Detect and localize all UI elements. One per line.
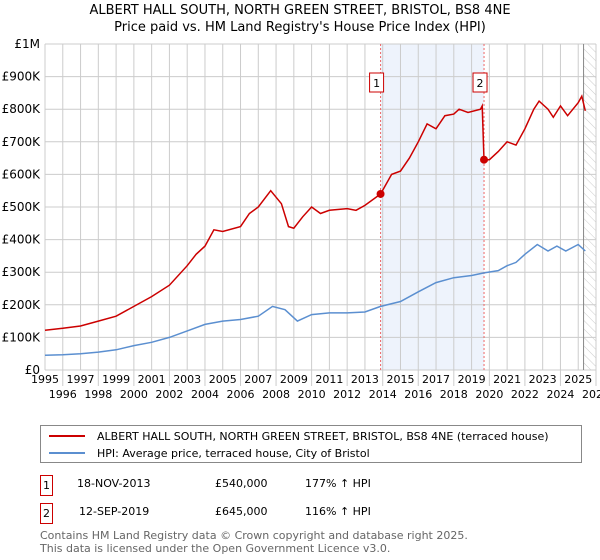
y-tick-label: £900K: [2, 70, 42, 84]
y-tick-label: £700K: [2, 135, 42, 149]
x-tick-label: 2022: [511, 388, 539, 401]
legend-label: HPI: Average price, terraced house, City…: [97, 446, 370, 460]
x-tick-label: 2014: [369, 388, 397, 401]
sale-point: [376, 189, 385, 198]
x-tick-label: 2020: [475, 388, 503, 401]
marker-box: [369, 72, 385, 93]
legend-swatch-red: [49, 435, 85, 437]
x-tick-label: 2018: [440, 388, 468, 401]
series-line: [44, 94, 587, 331]
x-tick-label: 2007: [244, 373, 272, 386]
x-tick-label: 2002: [155, 388, 183, 401]
x-tick-label: 2017: [422, 373, 450, 386]
x-tick-label: 2013: [351, 373, 379, 386]
transaction-hpi: 116% ↑ HPI: [305, 505, 371, 518]
x-tick-label: 2012: [333, 388, 361, 401]
x-tick-label: 2015: [386, 373, 414, 386]
x-tick-label: 2009: [280, 373, 308, 386]
legend-item-property: ALBERT HALL SOUTH, NORTH GREEN STREET, B…: [49, 428, 549, 444]
y-tick-label: £0: [25, 363, 40, 377]
x-tick-label: 2025: [564, 373, 592, 386]
x-tick-label: 1996: [49, 388, 77, 401]
x-tick-label: 2003: [173, 373, 201, 386]
x-tick-label: 2000: [120, 388, 148, 401]
x-tick-label: 2023: [529, 373, 557, 386]
y-tick-label: £300K: [2, 265, 42, 279]
x-tick-label: 2006: [227, 388, 255, 401]
marker-label: 1: [373, 77, 380, 90]
x-tick-label: 2005: [209, 373, 237, 386]
x-tick-label: 2021: [493, 373, 521, 386]
x-tick-label: 1995: [31, 373, 59, 386]
x-tick-label: 2016: [404, 388, 432, 401]
y-tick-label: £600K: [2, 167, 42, 181]
y-tick-label: £100K: [2, 330, 42, 344]
x-tick-label: 2004: [191, 388, 219, 401]
x-tick-label: 1998: [84, 388, 112, 401]
transaction-date: 12-SEP-2019: [79, 505, 150, 518]
x-tick-label: 2008: [262, 388, 290, 401]
legend-item-hpi: HPI: Average price, terraced house, City…: [49, 445, 370, 461]
x-tick-label: 2019: [458, 373, 486, 386]
transaction-date: 18-NOV-2013: [77, 477, 151, 490]
x-tick-label: 2026: [582, 388, 600, 401]
legend: ALBERT HALL SOUTH, NORTH GREEN STREET, B…: [40, 425, 582, 463]
legend-label: ALBERT HALL SOUTH, NORTH GREEN STREET, B…: [97, 429, 549, 443]
x-tick-label: 2010: [298, 388, 326, 401]
y-tick-label: £800K: [2, 102, 42, 116]
marker-badge: 1: [40, 475, 53, 496]
footer-line: This data is licensed under the Open Gov…: [40, 542, 391, 555]
marker-box: [472, 72, 488, 93]
x-tick-label: 2024: [546, 388, 574, 401]
marker-label: 2: [477, 77, 484, 90]
transaction-price: £540,000: [215, 477, 268, 490]
x-tick-label: 2001: [138, 373, 166, 386]
plot-area: 1995 1996 1997 1998 1999 2000 2001 2002 2003 2004…: [2, 37, 600, 401]
y-tick-label: £500K: [2, 200, 42, 214]
footer: Contains HM Land Registry data © Crown c…: [40, 529, 468, 555]
y-tick-label: £200K: [2, 298, 42, 312]
y-tick-label: £400K: [2, 233, 42, 247]
x-tick-label: 2011: [315, 373, 343, 386]
x-tick-label: 1997: [67, 373, 95, 386]
marker-badge: 2: [40, 503, 53, 524]
chart-title: ALBERT HALL SOUTH, NORTH GREEN STREET, B…: [89, 3, 511, 18]
footer-line: Contains HM Land Registry data © Crown c…: [40, 529, 468, 542]
legend-swatch-blue: [49, 452, 85, 454]
x-tick-label: 1999: [102, 373, 130, 386]
sale-point: [480, 155, 489, 164]
transaction-hpi: 177% ↑ HPI: [305, 477, 371, 490]
transaction-price: £645,000: [215, 505, 268, 518]
y-tick-label: £1M: [14, 37, 40, 51]
chart-subtitle: Price paid vs. HM Land Registry's House …: [114, 20, 486, 35]
series-line: [44, 243, 586, 357]
